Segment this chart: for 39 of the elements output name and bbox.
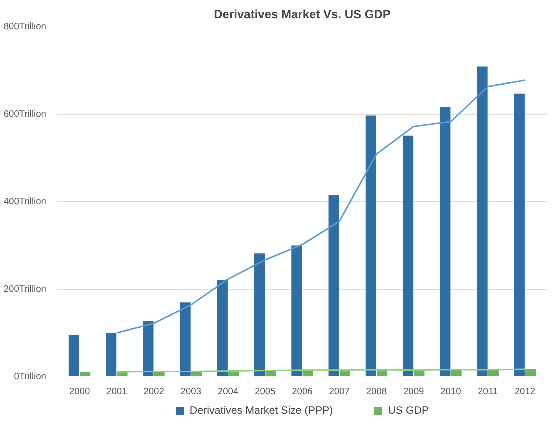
- bar: [403, 136, 414, 376]
- x-tick-label: 2011: [478, 386, 498, 396]
- bar: [254, 254, 266, 376]
- y-tick-label: 800Trillion: [4, 22, 46, 32]
- x-tick-label: 2004: [218, 386, 239, 396]
- y-tick-label: 400Trillion: [4, 196, 46, 206]
- x-tick-label: 2003: [180, 386, 202, 396]
- y-tick-label: 0Trillion: [14, 372, 46, 382]
- bar: [80, 372, 91, 376]
- x-tick-label: 2008: [366, 386, 388, 396]
- x-tick-label: 2005: [255, 386, 276, 396]
- x-tick-label: 2000: [69, 386, 90, 396]
- y-tick-label: 200Trillion: [4, 284, 46, 294]
- x-tick-label: 2009: [403, 386, 424, 396]
- x-tick-label: 2006: [292, 386, 313, 396]
- bar: [514, 94, 525, 376]
- chart-title: Derivatives Market Vs. US GDP: [214, 8, 391, 22]
- bar: [488, 370, 499, 376]
- legend-label: US GDP: [388, 405, 430, 417]
- bar: [440, 107, 451, 376]
- bar: [217, 280, 228, 376]
- bar: [477, 66, 488, 376]
- bar: [292, 246, 302, 376]
- bar: [143, 320, 154, 376]
- bar: [526, 370, 536, 376]
- bar: [366, 116, 376, 376]
- x-tick-label: 2012: [514, 386, 536, 396]
- line-series: [116, 80, 526, 334]
- legend-label: Derivatives Market Size (PPP): [190, 405, 334, 417]
- bar: [451, 370, 462, 376]
- bar: [106, 333, 117, 376]
- x-tick-label: 2002: [144, 386, 164, 396]
- bar: [68, 334, 80, 376]
- x-tick-label: 2010: [440, 386, 462, 396]
- x-tick-label: 2007: [329, 386, 350, 396]
- y-tick-label: 600Trillion: [4, 109, 46, 119]
- bar: [328, 194, 340, 376]
- bar: [180, 302, 191, 376]
- x-tick-label: 2001: [106, 386, 128, 396]
